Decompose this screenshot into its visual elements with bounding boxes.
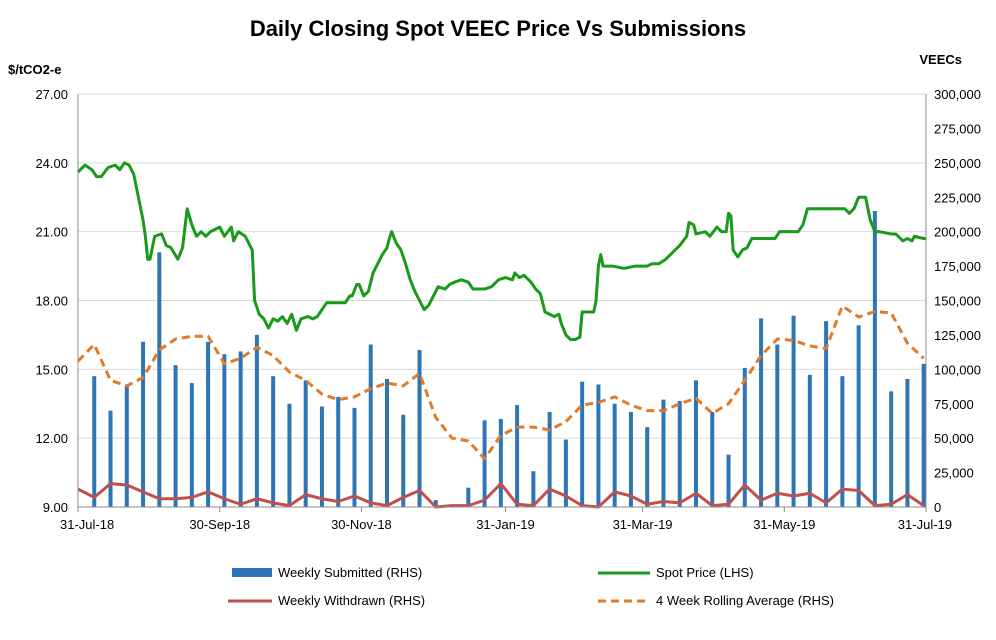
submitted-bar (336, 396, 341, 507)
submitted-bar (466, 487, 471, 507)
y-left-tick-label: 24.00 (35, 156, 68, 171)
x-tick-label: 31-Jul-18 (60, 517, 114, 532)
submitted-bar (124, 385, 129, 507)
submitted-bar (352, 407, 357, 507)
submitted-bar (596, 384, 601, 507)
submitted-bar (742, 367, 747, 507)
y-right-tick-label: 100,000 (934, 362, 981, 377)
y-right-tick-label: 275,000 (934, 121, 981, 136)
y-left-tick-label: 12.00 (35, 431, 68, 446)
x-tick-label: 31-May-19 (753, 517, 815, 532)
chart-title: Daily Closing Spot VEEC Price Vs Submiss… (250, 16, 746, 41)
y-right-tick-label: 25,000 (934, 466, 974, 481)
legend-label-spot: Spot Price (LHS) (656, 565, 754, 580)
submitted-bar (222, 354, 227, 507)
submitted-bar (612, 403, 617, 507)
y-left-tick-label: 15.00 (35, 362, 68, 377)
x-tick-label: 30-Nov-18 (331, 517, 392, 532)
submitted-bar (482, 420, 487, 507)
y-left-tick-label: 9.00 (43, 500, 68, 515)
submitted-bar (271, 376, 276, 507)
submitted-bar (628, 412, 633, 507)
submitted-bar (840, 376, 845, 507)
y-right-tick-label: 175,000 (934, 259, 981, 274)
lines-layer (76, 161, 926, 509)
axes-layer: 27.00 24.00 21.00 18.00 15.00 12.00 9.00 300,00… (35, 87, 981, 532)
submitted-bar (775, 344, 780, 507)
submitted-bar (856, 325, 861, 507)
submitted-bar (287, 403, 292, 507)
submitted-bar (677, 400, 682, 507)
legend-swatch-submitted (232, 568, 272, 577)
submitted-bar (141, 341, 146, 507)
bars-layer (92, 211, 926, 507)
y-right-tick-label: 300,000 (934, 87, 981, 102)
y-right-tick-label: 75,000 (934, 397, 974, 412)
legend: Weekly Submitted (RHS) Spot Price (LHS) We… (228, 565, 834, 608)
legend-item-rolling: 4 Week Rolling Average (RHS) (598, 593, 834, 608)
submitted-bar (173, 365, 178, 507)
submitted-bar (759, 318, 764, 507)
y-right-tick-label: 250,000 (934, 156, 981, 171)
y-right-tick-label: 125,000 (934, 328, 981, 343)
submitted-bar (661, 399, 666, 507)
x-tick-label: 31-Jan-19 (476, 517, 535, 532)
submitted-bar (157, 252, 162, 507)
submitted-bar (189, 383, 194, 507)
submitted-bar (889, 391, 894, 507)
y-left-tick-label: 21.00 (35, 225, 68, 240)
submitted-bar (92, 376, 97, 507)
y-left-tick-label: 18.00 (35, 294, 68, 309)
submitted-bar (515, 405, 520, 507)
withdrawn-line (77, 482, 925, 509)
submitted-bar (726, 454, 731, 507)
y-right-tick-label: 225,000 (934, 190, 981, 205)
legend-item-submitted: Weekly Submitted (RHS) (232, 565, 422, 580)
y-right-tick-label: 150,000 (934, 294, 981, 309)
legend-label-withdrawn: Weekly Withdrawn (RHS) (278, 593, 425, 608)
submitted-bar (303, 380, 308, 507)
submitted-bar (108, 410, 113, 507)
submitted-bar (547, 412, 552, 507)
legend-label-rolling: 4 Week Rolling Average (RHS) (656, 593, 834, 608)
submitted-bar (807, 374, 812, 507)
legend-label-submitted: Weekly Submitted (RHS) (278, 565, 422, 580)
submitted-bar (417, 350, 422, 507)
legend-item-withdrawn: Weekly Withdrawn (RHS) (228, 593, 425, 608)
submitted-bar (791, 315, 796, 507)
submitted-bar (384, 378, 389, 507)
submitted-bar (710, 412, 715, 507)
submitted-bar (238, 351, 243, 507)
submitted-bar (921, 363, 926, 507)
submitted-bar (563, 439, 568, 507)
submitted-bar (580, 381, 585, 507)
legend-item-spot: Spot Price (LHS) (598, 565, 754, 580)
x-tick-label: 30-Sep-18 (189, 517, 250, 532)
submitted-bar (498, 418, 503, 507)
submitted-bar (693, 380, 698, 507)
submitted-bar (645, 427, 650, 507)
submitted-bar (368, 344, 373, 507)
submitted-bar (254, 334, 259, 507)
y-right-tick-label: 200,000 (934, 225, 981, 240)
submitted-bar (319, 406, 324, 507)
submitted-bar (905, 378, 910, 507)
submitted-bar (872, 211, 877, 507)
y-right-tick-label: 50,000 (934, 431, 974, 446)
x-tick-label: 31-Mar-19 (613, 517, 673, 532)
submitted-bar (433, 500, 438, 507)
spot-price-line (76, 161, 926, 342)
submitted-bar (824, 321, 829, 507)
y-left-axis-title: $/tCO2-e (8, 62, 61, 77)
y-right-tick-label: 0 (934, 500, 941, 515)
submitted-bar (401, 414, 406, 507)
y-right-axis-title: VEECs (919, 52, 962, 67)
y-left-tick-label: 27.00 (35, 87, 68, 102)
submitted-bar (531, 471, 536, 507)
submitted-bar (206, 341, 211, 507)
x-tick-label: 31-Jul-19 (898, 517, 952, 532)
